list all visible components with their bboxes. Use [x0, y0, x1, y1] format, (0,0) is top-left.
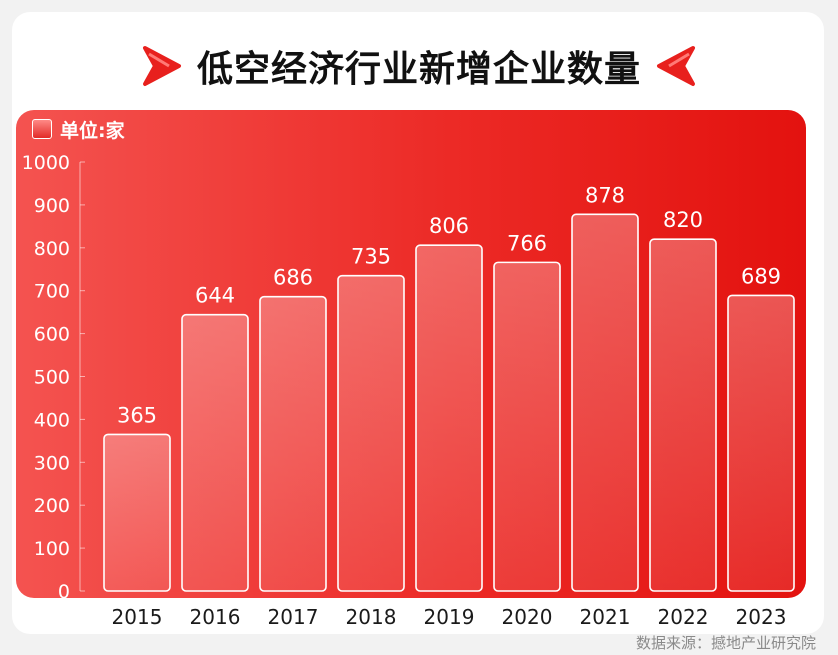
bar-value-label: 766 [507, 231, 547, 255]
bar [259, 295, 327, 592]
bar [571, 213, 639, 592]
title-row: 低空经济行业新增企业数量 [0, 36, 838, 96]
x-tick-label: 2021 [580, 605, 631, 629]
source-note: 数据来源：撼地产业研究院 [635, 634, 816, 652]
x-tick-label: 2019 [424, 605, 475, 629]
x-tick-label: 2017 [268, 605, 319, 629]
y-tick-label: 200 [34, 495, 70, 517]
bar [415, 244, 483, 592]
y-tick-label: 500 [34, 367, 70, 389]
x-tick-label: 2016 [190, 605, 241, 629]
x-tick-label: 2022 [658, 605, 709, 629]
bar [181, 313, 249, 592]
bar-value-label: 644 [195, 284, 235, 308]
bar [337, 274, 405, 592]
bar [493, 261, 561, 592]
bar-value-label: 365 [117, 403, 157, 427]
y-tick-label: 1000 [22, 152, 70, 174]
bar [649, 238, 717, 592]
legend-swatch [32, 119, 52, 139]
page-title: 低空经济行业新增企业数量 [196, 49, 641, 90]
bar-value-label: 686 [273, 266, 313, 290]
bar-value-label: 735 [351, 245, 391, 269]
y-tick-label: 100 [34, 538, 70, 560]
chevron-left-decor-icon [657, 46, 695, 86]
y-tick-label: 800 [34, 238, 70, 260]
legend: 单位:家 [32, 116, 125, 142]
y-tick-label: 600 [34, 324, 70, 346]
x-tick-label: 2018 [346, 605, 397, 629]
y-tick-label: 700 [34, 281, 70, 303]
y-tick-label: 900 [34, 195, 70, 217]
bar-value-label: 689 [741, 264, 781, 288]
x-tick-label: 2020 [502, 605, 553, 629]
y-tick-label: 0 [58, 581, 70, 603]
x-tick-label: 2023 [736, 605, 787, 629]
y-tick-label: 400 [34, 409, 70, 431]
y-tick-label: 300 [34, 452, 70, 474]
bar [727, 294, 795, 592]
bar-value-label: 820 [663, 208, 703, 232]
legend-unit-label: 单位:家 [60, 119, 125, 142]
bar [103, 433, 171, 592]
x-tick-label: 2015 [112, 605, 163, 629]
chevron-right-decor-icon [142, 46, 181, 86]
bar-value-label: 806 [429, 214, 469, 238]
bar-value-label: 878 [585, 183, 625, 207]
